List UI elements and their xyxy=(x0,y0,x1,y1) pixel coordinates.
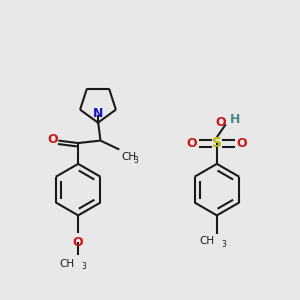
Text: CH: CH xyxy=(199,236,214,246)
Text: CH: CH xyxy=(59,259,74,269)
Text: 3: 3 xyxy=(222,240,227,249)
Text: O: O xyxy=(187,136,197,150)
Text: O: O xyxy=(73,236,83,249)
Text: O: O xyxy=(236,136,247,150)
Text: CH: CH xyxy=(122,152,137,162)
Text: 3: 3 xyxy=(81,262,86,271)
Text: S: S xyxy=(212,136,222,150)
Text: O: O xyxy=(215,116,226,129)
Text: O: O xyxy=(47,133,58,146)
Text: N: N xyxy=(93,107,103,120)
Text: H: H xyxy=(230,113,240,126)
Text: 3: 3 xyxy=(133,156,138,165)
